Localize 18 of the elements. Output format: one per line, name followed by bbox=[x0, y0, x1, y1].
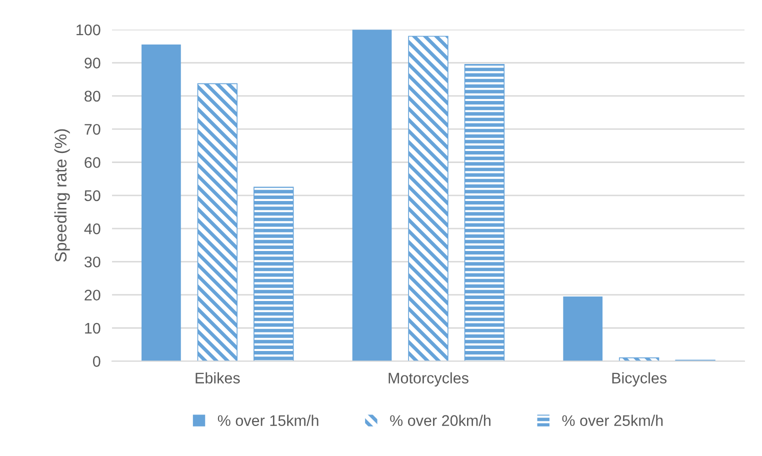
legend-label: % over 25km/h bbox=[562, 414, 663, 426]
y-tick-label: 50 bbox=[84, 190, 100, 202]
y-tick-label: 10 bbox=[85, 322, 100, 334]
legend-label: % over 20km/h bbox=[390, 414, 490, 426]
y-tick-label: 70 bbox=[84, 124, 100, 135]
y-tick-label: 40 bbox=[84, 223, 100, 234]
y-tick-label: 0 bbox=[93, 356, 100, 367]
y-tick-label: 30 bbox=[84, 256, 100, 268]
y-tick-label: 100 bbox=[76, 24, 100, 36]
y-tick-label: 60 bbox=[84, 157, 100, 168]
y-tick-label: 90 bbox=[84, 58, 100, 68]
y-tick-label: 80 bbox=[84, 90, 100, 102]
y-tick-label: 20 bbox=[84, 290, 100, 301]
x-tick-label: Ebikes bbox=[196, 372, 240, 384]
y-axis-title: Speeding rate (%) bbox=[54, 129, 70, 262]
x-tick-label: Bicycles bbox=[612, 372, 667, 387]
legend-label: % over 15km/h bbox=[218, 414, 318, 426]
x-tick-label: Motorcycles bbox=[388, 372, 468, 387]
